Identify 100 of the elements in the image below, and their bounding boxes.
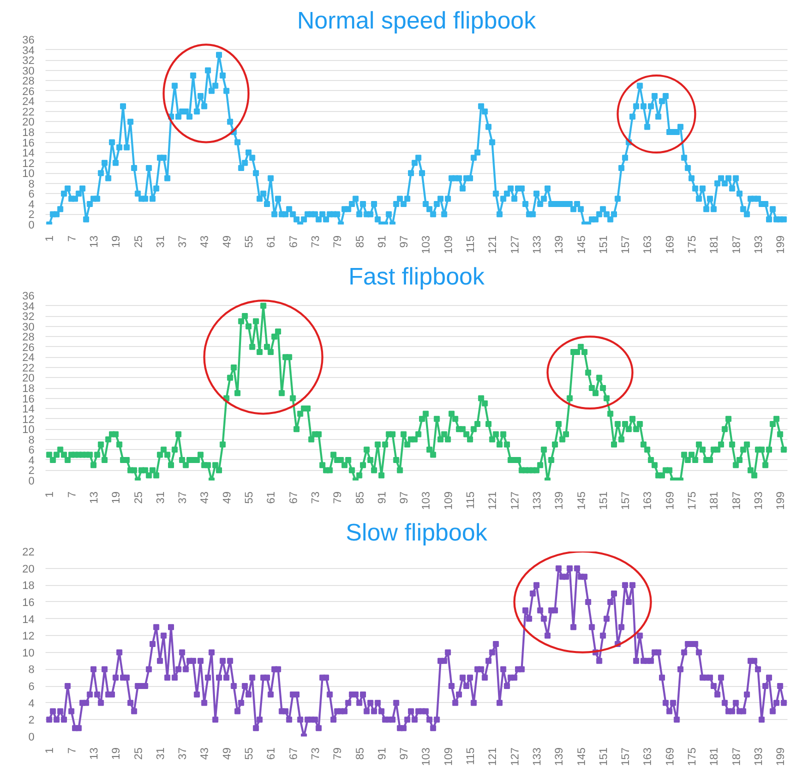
x-tick-label: 85: [354, 491, 366, 504]
x-tick-label: 67: [288, 747, 300, 760]
y-tick-label: 16: [22, 393, 35, 406]
x-tick-label: 19: [110, 491, 123, 504]
y-tick-label: 36: [22, 34, 35, 46]
x-tick-label: 199: [775, 491, 788, 510]
x-tick-label: 1: [44, 747, 56, 754]
x-tick-label: 49: [221, 235, 234, 248]
x-tick-label: 25: [132, 747, 145, 760]
x-tick-label: 1: [44, 235, 56, 242]
x-tick-label: 7: [66, 747, 78, 754]
x-tick-label: 139: [554, 235, 566, 254]
x-tick-label: 31: [154, 235, 167, 248]
y-tick-label: 4: [28, 198, 35, 211]
chart-title: Fast flipbook: [348, 264, 486, 290]
x-tick-label: 157: [620, 491, 632, 510]
x-tick-label: 97: [398, 747, 411, 760]
x-tick-label: 187: [730, 235, 743, 254]
x-tick-label: 109: [442, 747, 455, 766]
y-tick-label: 24: [22, 96, 35, 108]
y-tick-label: 18: [22, 127, 35, 139]
x-tick-label: 37: [177, 491, 190, 504]
y-tick-label: 6: [28, 188, 35, 201]
x-tick-label: 25: [132, 235, 145, 248]
x-tick-label: 55: [244, 235, 256, 248]
x-tick-label: 169: [664, 491, 676, 510]
y-tick-label: 12: [22, 414, 35, 426]
x-tick-label: 49: [221, 491, 234, 504]
x-tick-label: 85: [354, 747, 366, 760]
x-tick-label: 157: [620, 747, 632, 766]
x-tick-label: 109: [442, 235, 455, 254]
x-tick-label: 193: [752, 491, 765, 510]
x-tick-label: 79: [332, 235, 344, 248]
y-tick-label: 32: [22, 311, 35, 324]
x-tick-label: 139: [554, 747, 566, 766]
x-tick-label: 127: [509, 747, 522, 766]
y-tick-label: 20: [22, 372, 35, 385]
x-tick-label: 181: [708, 235, 721, 254]
y-tick-label: 20: [22, 116, 35, 129]
x-tick-label: 61: [266, 491, 278, 504]
y-tick-label: 32: [22, 55, 35, 68]
x-tick-label: 13: [88, 235, 100, 248]
y-tick-label: 24: [22, 352, 35, 364]
x-tick-label: 37: [177, 747, 190, 760]
x-tick-label: 181: [708, 491, 721, 510]
x-tick-label: 163: [642, 491, 654, 510]
x-tick-label: 193: [752, 235, 765, 254]
y-tick-label: 34: [22, 44, 35, 57]
y-tick-label: 20: [22, 563, 35, 576]
x-tick-label: 199: [775, 235, 788, 254]
x-tick-label: 133: [531, 235, 544, 254]
x-tick-label: 175: [686, 747, 699, 766]
y-tick-label: 18: [22, 580, 35, 592]
y-tick-label: 30: [22, 321, 35, 334]
x-tick-label: 175: [686, 491, 699, 510]
x-tick-label: 133: [531, 747, 544, 766]
y-tick-label: 10: [22, 424, 35, 436]
x-tick-label: 139: [554, 491, 566, 510]
x-tick-label: 1: [44, 491, 56, 498]
x-tick-label: 97: [398, 491, 411, 504]
y-tick-label: 0: [28, 476, 35, 488]
x-tick-label: 115: [465, 235, 478, 254]
x-tick-label: 19: [110, 747, 123, 760]
y-tick-label: 16: [22, 137, 35, 150]
y-tick-label: 18: [22, 383, 35, 395]
x-tick-label: 133: [531, 491, 544, 510]
x-tick-label: 67: [288, 235, 300, 248]
x-tick-label: 73: [310, 491, 322, 504]
x-tick-label: 43: [199, 747, 212, 760]
x-tick-label: 115: [465, 491, 478, 510]
x-tick-label: 163: [642, 747, 654, 766]
x-tick-label: 181: [708, 747, 721, 766]
x-tick-label: 19: [110, 235, 123, 248]
x-tick-label: 163: [642, 235, 654, 254]
x-tick-label: 85: [354, 235, 366, 248]
y-tick-label: 6: [28, 444, 35, 457]
x-tick-label: 157: [620, 235, 632, 254]
x-tick-label: 13: [88, 747, 100, 760]
y-tick-label: 10: [22, 168, 35, 180]
x-tick-label: 91: [376, 235, 388, 248]
x-tick-label: 175: [686, 235, 699, 254]
x-tick-label: 187: [730, 747, 743, 766]
y-tick-label: 4: [28, 454, 35, 467]
x-tick-label: 127: [509, 491, 522, 510]
y-tick-label: 4: [28, 698, 35, 710]
y-tick-label: 2: [28, 714, 35, 727]
x-tick-label: 31: [154, 747, 167, 760]
y-tick-label: 26: [22, 86, 35, 98]
y-tick-label: 28: [22, 332, 35, 344]
x-tick-label: 91: [376, 747, 388, 760]
x-tick-label: 61: [266, 235, 278, 248]
x-tick-label: 43: [199, 491, 212, 504]
x-tick-label: 199: [775, 747, 788, 766]
x-tick-label: 151: [598, 747, 610, 766]
y-tick-label: 12: [22, 630, 35, 643]
x-tick-label: 25: [132, 491, 145, 504]
x-tick-label: 103: [420, 235, 433, 254]
chart-title: Normal speed flipbook: [297, 8, 537, 34]
y-tick-label: 8: [28, 434, 35, 446]
x-tick-label: 121: [487, 235, 500, 254]
